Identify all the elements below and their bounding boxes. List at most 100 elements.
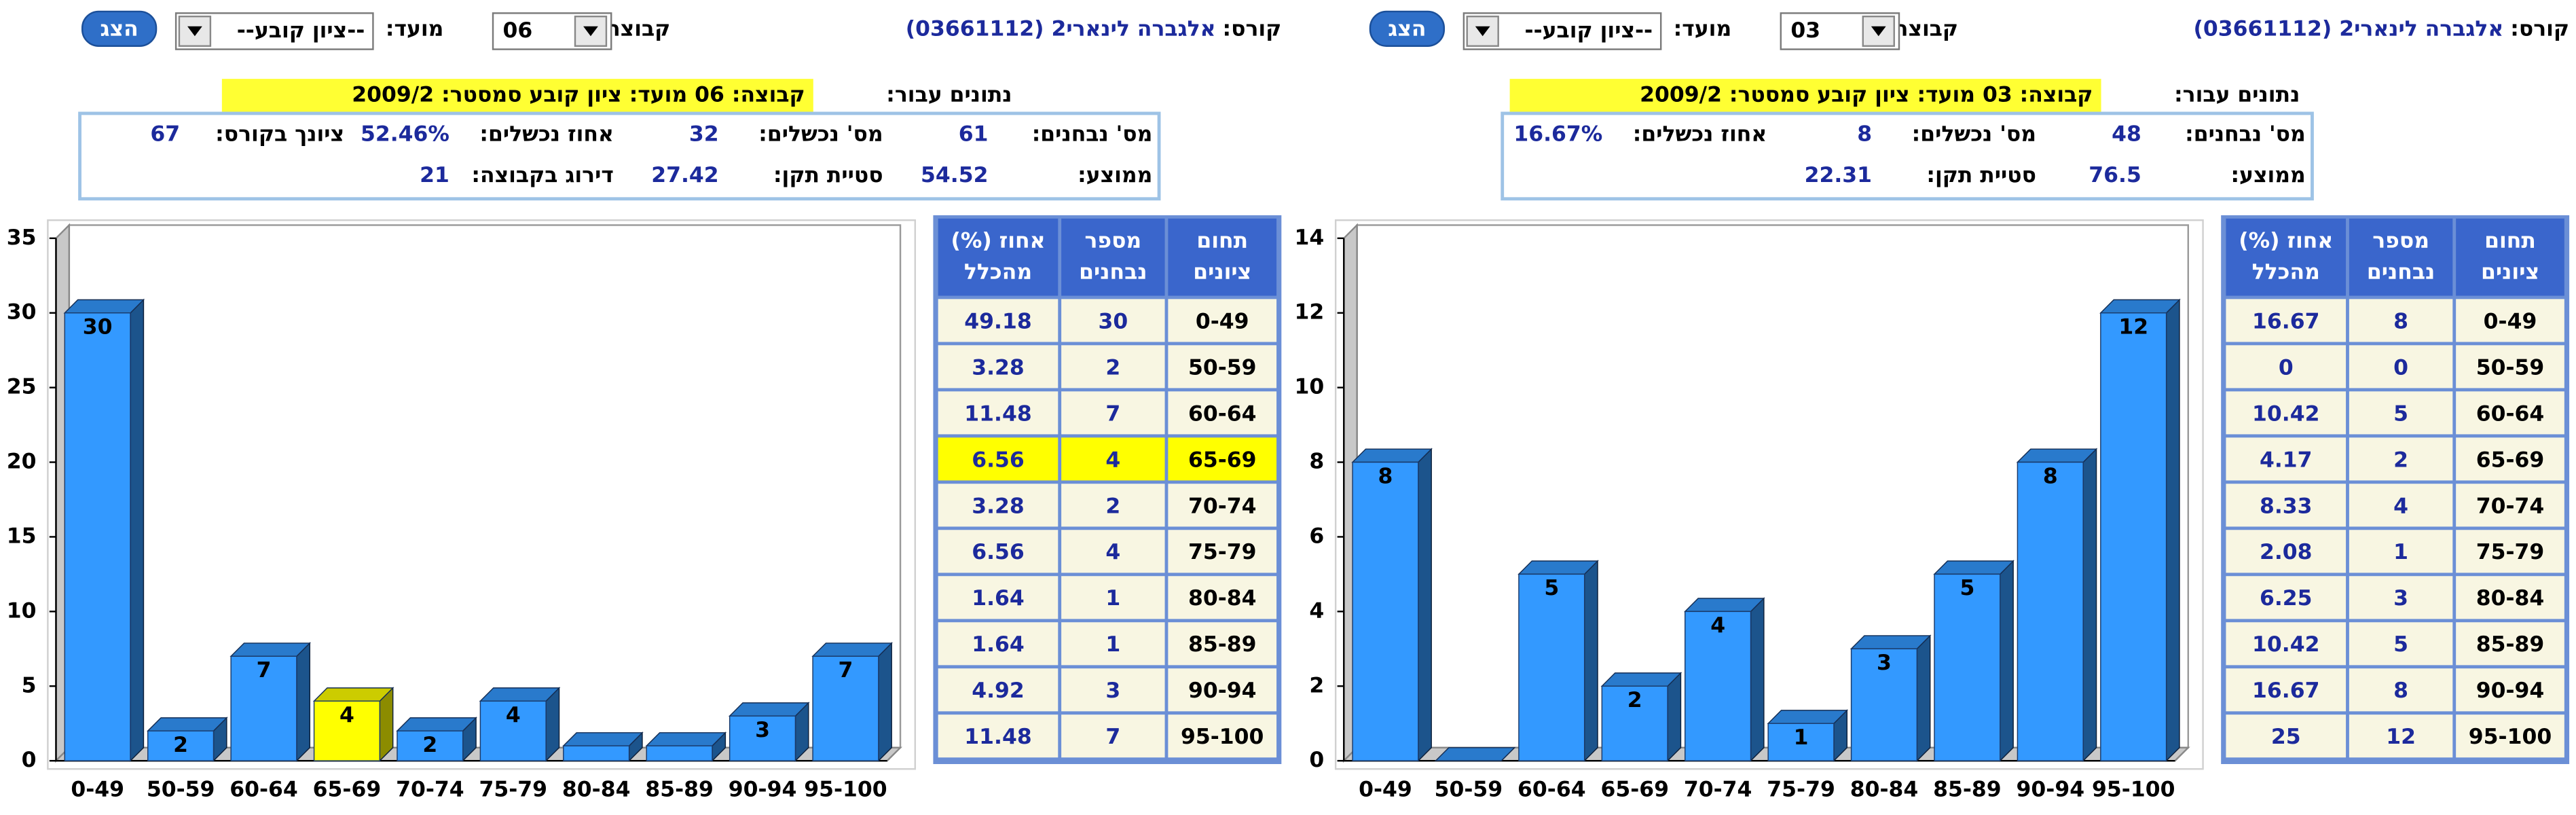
bar-top bbox=[1434, 747, 1516, 761]
cell-text: 0-49 bbox=[1196, 309, 1249, 333]
x-tick-label: 70-74 bbox=[1684, 778, 1752, 802]
stat-value: 22.31 bbox=[1805, 163, 1872, 187]
cell-text: 5 bbox=[2393, 632, 2408, 657]
bar-top bbox=[2099, 299, 2181, 314]
table-cell bbox=[1168, 484, 1277, 527]
stats-box bbox=[1501, 111, 2314, 201]
table-cell bbox=[938, 299, 1059, 342]
cell-text: 65-69 bbox=[1188, 448, 1257, 472]
cell-text: 90-94 bbox=[1188, 678, 1257, 703]
y-tick-label: 30 bbox=[7, 300, 37, 325]
stat-label: סטיית תקן: bbox=[773, 163, 883, 187]
bar-value-label: 5 bbox=[1959, 576, 1974, 600]
x-tick-label: 0-49 bbox=[1359, 778, 1412, 802]
show-button[interactable]: הצג bbox=[1369, 10, 1446, 47]
table-cell bbox=[2226, 345, 2347, 388]
cell-text: 85-89 bbox=[1188, 632, 1257, 657]
cell-text: 16.67 bbox=[2252, 309, 2319, 333]
select-value[interactable]: --ציון קובע-- bbox=[237, 18, 365, 43]
table-cell bbox=[2456, 714, 2564, 758]
x-tick-label: 80-84 bbox=[562, 778, 631, 802]
select-arrow[interactable] bbox=[583, 26, 598, 37]
stat-value: 67 bbox=[150, 122, 180, 146]
group-select[interactable]: 06 bbox=[492, 12, 612, 50]
cell-text: 11.48 bbox=[964, 725, 1031, 749]
cell-text: 85-89 bbox=[2476, 632, 2545, 657]
button-shape[interactable] bbox=[1369, 10, 1446, 47]
cell-text: 8.33 bbox=[2260, 494, 2313, 518]
header-text: מהכלל bbox=[964, 260, 1032, 285]
stat-value: 27.42 bbox=[651, 163, 718, 187]
cell-text: 0 bbox=[2279, 355, 2294, 380]
bar bbox=[397, 730, 464, 761]
cell-text: 4.92 bbox=[972, 678, 1025, 703]
term-select[interactable]: --ציון קובע-- bbox=[1462, 12, 1662, 50]
data-for-label: נתונים עבור: bbox=[886, 82, 1012, 107]
bar bbox=[1685, 611, 1752, 761]
cell-text: 2.08 bbox=[2260, 540, 2313, 564]
cell-text: 75-79 bbox=[1188, 540, 1257, 564]
select-value[interactable]: --ציון קובע-- bbox=[1525, 18, 1653, 43]
table-cell bbox=[1168, 714, 1277, 758]
cell-text: 1.64 bbox=[972, 586, 1025, 611]
cell-text: 11.48 bbox=[964, 401, 1031, 426]
bar-top bbox=[1850, 635, 1932, 650]
y-tick-label: 14 bbox=[1294, 225, 1324, 250]
select-value[interactable]: 03 bbox=[1790, 18, 1820, 43]
x-tick-label: 70-74 bbox=[396, 778, 464, 802]
bar-side bbox=[1750, 597, 1765, 762]
bar-side bbox=[2082, 448, 2097, 762]
stat-label: מס' נבחנים: bbox=[1032, 122, 1153, 146]
y-tick-label: 10 bbox=[1294, 375, 1324, 399]
data-for-highlight bbox=[221, 79, 813, 112]
bar-side bbox=[1916, 634, 1931, 762]
stat-label: סטיית תקן: bbox=[1926, 163, 2036, 187]
table-cell bbox=[1168, 668, 1277, 712]
table-cell bbox=[2226, 484, 2347, 527]
button-label[interactable]: הצג bbox=[100, 17, 139, 41]
table-cell bbox=[2349, 622, 2453, 666]
table-cell bbox=[938, 530, 1059, 573]
cell-text: 49.18 bbox=[964, 309, 1031, 333]
select-value[interactable]: 06 bbox=[503, 18, 533, 43]
bar-top bbox=[1517, 560, 1599, 575]
x-tick-label: 85-89 bbox=[1933, 778, 2002, 802]
table-cell bbox=[2349, 714, 2453, 758]
group-select[interactable]: 03 bbox=[1780, 12, 1900, 50]
bar bbox=[563, 745, 630, 761]
header-cell bbox=[2456, 218, 2564, 296]
cell-text: 3 bbox=[1105, 678, 1120, 703]
cell-text: 2 bbox=[2393, 448, 2408, 472]
bar-top bbox=[728, 702, 810, 717]
y-tick-label: 2 bbox=[1309, 673, 1324, 698]
table-cell bbox=[2226, 668, 2347, 712]
y-tick-label: 0 bbox=[22, 748, 37, 772]
y-tick-label: 6 bbox=[1309, 524, 1324, 548]
header-text: ציונים bbox=[1193, 260, 1251, 285]
cell-text: 60-64 bbox=[2476, 401, 2545, 426]
button-shape[interactable] bbox=[81, 10, 158, 47]
table-cell bbox=[2226, 437, 2347, 481]
select-arrow[interactable] bbox=[1475, 26, 1490, 37]
table-cell bbox=[2226, 530, 2347, 573]
cell-text: 95-100 bbox=[2469, 725, 2552, 749]
table-cell bbox=[1168, 299, 1277, 342]
select-arrow[interactable] bbox=[187, 26, 202, 37]
term-select[interactable]: --ציון קובע-- bbox=[174, 12, 374, 50]
table-cell bbox=[1168, 622, 1277, 666]
button-label[interactable]: הצג bbox=[1388, 17, 1426, 41]
back-wall bbox=[68, 224, 902, 749]
bar-top bbox=[811, 642, 893, 657]
select-arrow[interactable] bbox=[1871, 26, 1886, 37]
table-cell bbox=[2456, 437, 2564, 481]
x-tick-label: 95-100 bbox=[2092, 778, 2175, 802]
bar bbox=[1352, 461, 1419, 761]
show-button[interactable]: הצג bbox=[81, 10, 158, 47]
bar-top bbox=[229, 642, 312, 657]
x-tick-label: 65-69 bbox=[313, 778, 382, 802]
table-cell bbox=[2456, 299, 2564, 342]
bar-side bbox=[2000, 560, 2014, 762]
select-arrow-box[interactable] bbox=[178, 15, 212, 47]
